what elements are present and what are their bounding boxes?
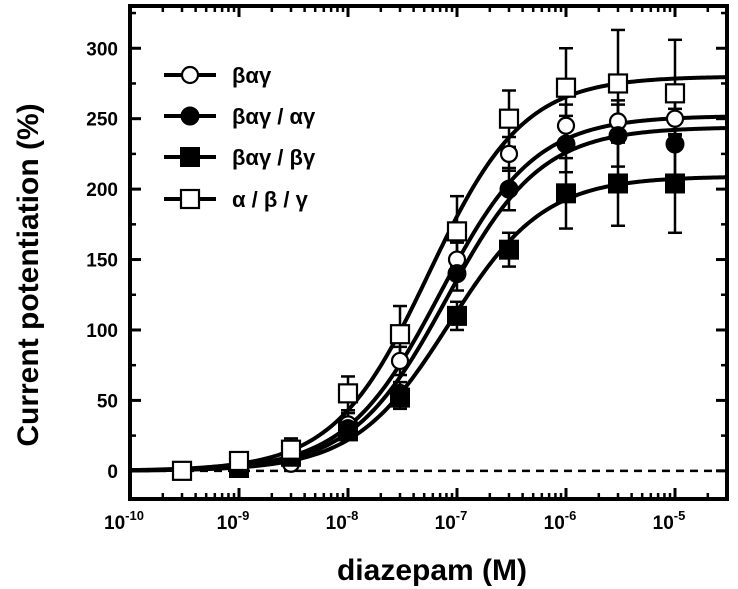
y-tick-label: 100 bbox=[86, 321, 118, 342]
data-point-s3 bbox=[664, 173, 685, 194]
data-point-s2 bbox=[665, 134, 685, 154]
data-point-s1 bbox=[665, 109, 685, 128]
axis-ticks bbox=[128, 6, 727, 499]
legend-marker bbox=[179, 188, 201, 210]
y-tick-label: 150 bbox=[86, 251, 118, 272]
plot-frame bbox=[128, 4, 729, 501]
fit-curve-1 bbox=[130, 114, 727, 473]
data-point-s3 bbox=[499, 239, 520, 260]
data-point-s3 bbox=[390, 387, 411, 408]
data-point-s3 bbox=[555, 183, 576, 204]
x-axis-title: diazepam (M) bbox=[337, 554, 527, 587]
legend-label: βαγ / αγ bbox=[232, 104, 316, 129]
plot-area bbox=[128, 4, 729, 501]
data-point-s1 bbox=[390, 351, 410, 371]
x-tick-label: 10-7 bbox=[435, 508, 468, 534]
legend-label: βαγ bbox=[232, 63, 272, 88]
x-tick-label: 10-6 bbox=[544, 508, 577, 534]
data-point-s4 bbox=[664, 83, 686, 104]
y-tick-label: 0 bbox=[107, 462, 118, 483]
x-tick-label: 10-10 bbox=[104, 508, 144, 534]
data-point-s4 bbox=[555, 77, 577, 98]
tick-labels: 0 50 100 150 200 250 300 10-10 10-9 10-8 10-7 10-6 1… bbox=[86, 39, 685, 534]
legend-label: βαγ / βγ bbox=[232, 145, 316, 170]
x-tick-label: 10-8 bbox=[326, 508, 359, 534]
y-tick-label: 50 bbox=[97, 391, 118, 412]
fit-curve-2 bbox=[130, 126, 727, 473]
y-tick-label: 250 bbox=[86, 110, 118, 131]
legend-marker bbox=[180, 65, 200, 85]
data-point-s3 bbox=[337, 421, 358, 442]
data-point-s3 bbox=[446, 305, 467, 326]
data-point-s2 bbox=[447, 264, 467, 284]
data-point-s4 bbox=[498, 108, 520, 129]
y-axis-title: Current potentiation (%) bbox=[12, 103, 45, 446]
fit-curve-4 bbox=[130, 75, 727, 473]
data-point-s2 bbox=[499, 179, 519, 199]
data-point-s4 bbox=[228, 450, 250, 472]
legend-item-2: βαγ / αγ bbox=[164, 104, 316, 129]
legend: βαγ βαγ / αγ βαγ / βγ α / β / γ bbox=[164, 63, 316, 212]
data-point-s4 bbox=[446, 221, 468, 242]
y-tick-label: 200 bbox=[86, 180, 118, 201]
x-tick-label: 10-5 bbox=[653, 508, 686, 534]
legend-item-4: α / β / γ bbox=[164, 187, 309, 212]
data-point-s4 bbox=[389, 324, 411, 345]
legend-marker bbox=[180, 106, 200, 126]
x-tick-label: 10-9 bbox=[217, 508, 250, 534]
legend-item-3: βαγ / βγ bbox=[164, 145, 316, 170]
data-point-s4 bbox=[280, 439, 302, 460]
fit-curve-3 bbox=[130, 175, 727, 473]
plot-clip-group bbox=[130, 28, 727, 481]
data-point-s3 bbox=[608, 173, 629, 194]
y-tick-label: 300 bbox=[86, 39, 118, 60]
legend-marker bbox=[180, 147, 200, 167]
data-point-s4 bbox=[337, 383, 359, 404]
data-point-s4 bbox=[607, 73, 629, 94]
legend-label: α / β / γ bbox=[232, 187, 309, 212]
data-point-s4 bbox=[171, 460, 193, 481]
data-point-s2 bbox=[608, 126, 628, 146]
legend-item-1: βαγ bbox=[164, 63, 272, 88]
data-point-s1 bbox=[556, 116, 576, 135]
data-point-s2 bbox=[556, 134, 576, 154]
data-point-s1 bbox=[499, 144, 519, 163]
